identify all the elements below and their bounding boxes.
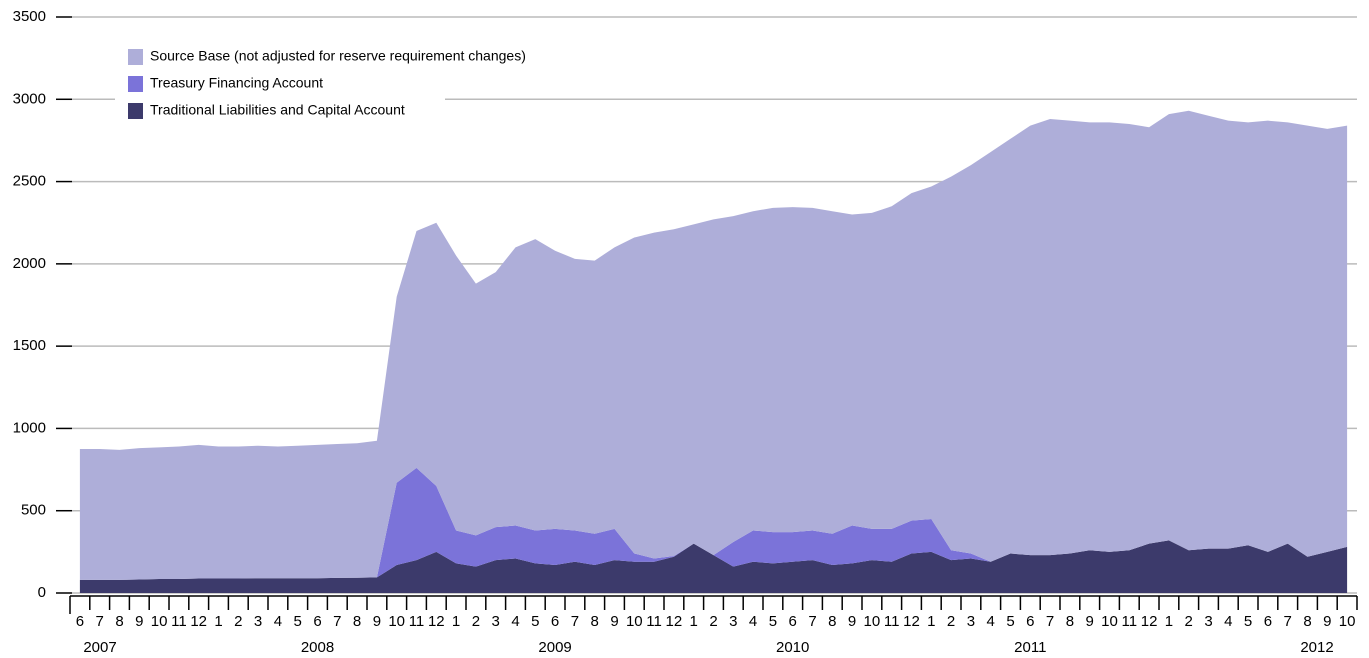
x-tick-label: 6 [789, 613, 797, 630]
x-tick-label: 8 [1066, 613, 1074, 630]
x-tick-label: 8 [115, 613, 123, 630]
y-tick-label: 3000 [13, 90, 46, 107]
area [79, 110, 1348, 580]
x-tick-label: 6 [1264, 613, 1272, 630]
x-tick-label: 1 [452, 613, 460, 630]
x-tick-label: 2 [947, 613, 955, 630]
x-tick-label: 4 [1224, 613, 1232, 630]
y-tick-label: 2000 [13, 255, 46, 272]
x-tick-label: 5 [1006, 613, 1014, 630]
year-label: 2010 [776, 639, 809, 656]
x-tick-label: 2 [472, 613, 480, 630]
y-tick-label: 3500 [13, 8, 46, 25]
x-tick-label: 5 [531, 613, 539, 630]
x-tick-label: 1 [1165, 613, 1173, 630]
x-tick-label: 4 [987, 613, 995, 630]
year-label: 2007 [83, 639, 116, 656]
x-tick-label: 9 [848, 613, 856, 630]
x-tick-label: 3 [254, 613, 262, 630]
x-tick-label: 3 [967, 613, 975, 630]
x-tick-label: 2 [234, 613, 242, 630]
x-tick-label: 9 [1086, 613, 1094, 630]
year-label: 2009 [538, 639, 571, 656]
year-label: 2012 [1300, 639, 1333, 656]
x-tick-label: 8 [353, 613, 361, 630]
x-tick-label: 9 [1323, 613, 1331, 630]
y-tick-label: 500 [21, 502, 46, 519]
x-tick-label: 5 [769, 613, 777, 630]
area [79, 467, 1348, 580]
x-tick-label: 10 [388, 613, 405, 630]
x-tick-label: 11 [409, 613, 425, 630]
x-tick-label: 8 [591, 613, 599, 630]
year-label: 2011 [1014, 639, 1046, 656]
x-tick-label: 12 [428, 613, 445, 630]
x-tick-label: 10 [1339, 613, 1356, 630]
x-tick-label: 11 [646, 613, 662, 630]
x-tick-label: 3 [1204, 613, 1212, 630]
x-tick-label: 8 [828, 613, 836, 630]
y-tick-label: 0 [38, 584, 46, 601]
x-tick-label: 7 [808, 613, 816, 630]
x-tick-label: 10 [151, 613, 168, 630]
x-tick-label: 2 [709, 613, 717, 630]
x-tick-label: 9 [135, 613, 143, 630]
x-tick-label: 4 [511, 613, 519, 630]
x-tick-label: 7 [1046, 613, 1054, 630]
x-tick-label: 6 [1026, 613, 1034, 630]
legend-swatch [128, 103, 143, 119]
x-tick-label: 12 [190, 613, 207, 630]
x-tick-label: 5 [1244, 613, 1252, 630]
x-tick-label: 3 [729, 613, 737, 630]
x-tick-label: 8 [1303, 613, 1311, 630]
x-tick-label: 7 [333, 613, 341, 630]
x-tick-label: 10 [1101, 613, 1118, 630]
x-tick-label: 12 [666, 613, 683, 630]
x-tick-label: 9 [610, 613, 618, 630]
x-tick-label: 7 [1284, 613, 1292, 630]
legend-label: Source Base (not adjusted for reserve re… [150, 48, 526, 64]
legend-label: Treasury Financing Account [150, 75, 323, 91]
areas [79, 110, 1348, 593]
year-label: 2008 [301, 639, 334, 656]
y-tick-label: 2500 [13, 173, 46, 190]
legend-label: Traditional Liabilities and Capital Acco… [150, 102, 405, 118]
legend-background [115, 40, 445, 128]
x-tick-label: 6 [551, 613, 559, 630]
x-tick-label: 1 [927, 613, 935, 630]
x-tick-label: 7 [571, 613, 579, 630]
legend-swatch [128, 76, 143, 92]
x-tick-label: 6 [76, 613, 84, 630]
x-tick-label: 3 [492, 613, 500, 630]
x-tick-label: 5 [294, 613, 302, 630]
area [79, 540, 1348, 593]
x-tick-label: 12 [903, 613, 920, 630]
x-tick-label: 4 [749, 613, 757, 630]
x-tick-label: 1 [690, 613, 698, 630]
x-tick-label: 11 [1122, 613, 1138, 630]
x-tick-label: 11 [884, 613, 900, 630]
x-tick-label: 10 [626, 613, 643, 630]
axes: 6 7 8 9 10 11 12 1 2 3 4 5 6 7 8 9 10 11 12 1 2 3 4 5 6 7 8 9 10 11 12… [69, 595, 1358, 656]
y-tick-label: 1500 [13, 337, 46, 354]
x-tick-label: 6 [313, 613, 321, 630]
x-tick-label: 7 [96, 613, 104, 630]
x-tick-label: 10 [864, 613, 881, 630]
x-tick-label: 2 [1185, 613, 1193, 630]
x-tick-label: 12 [1141, 613, 1158, 630]
x-tick-label: 4 [274, 613, 282, 630]
legend-swatch [128, 49, 143, 65]
x-tick-label: 1 [214, 613, 222, 630]
x-tick-label: 9 [373, 613, 381, 630]
x-tick-label: 11 [171, 613, 187, 630]
y-tick-label: 1000 [13, 419, 46, 436]
legend: Source Base (not adjusted for reserve re… [115, 40, 526, 128]
